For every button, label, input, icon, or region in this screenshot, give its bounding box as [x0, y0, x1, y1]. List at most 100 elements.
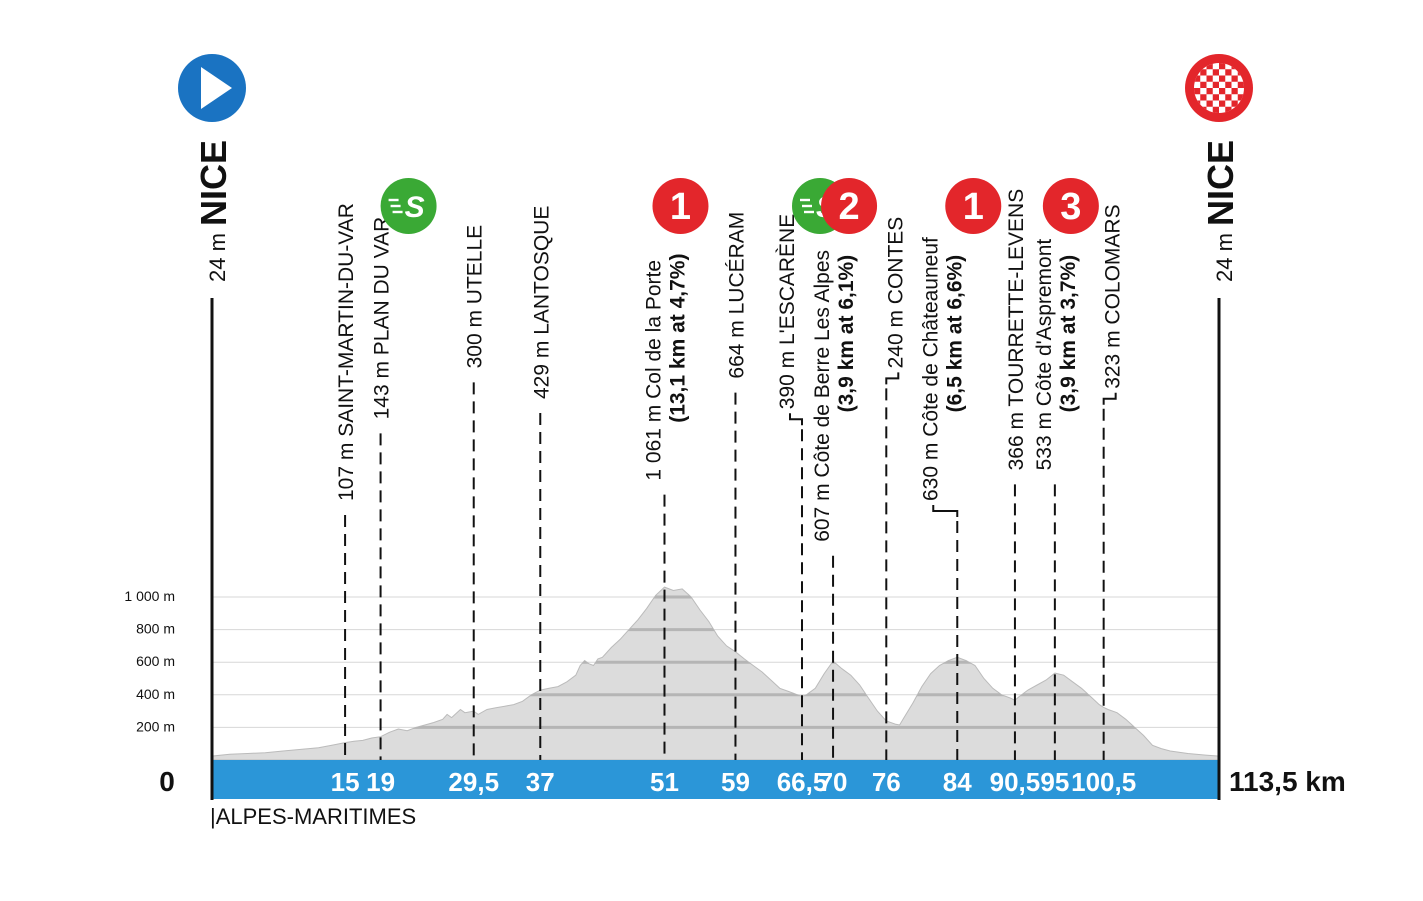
- climb-category-number: 3: [1060, 186, 1081, 228]
- km-label: 84: [943, 767, 972, 797]
- altitude-tick-label: 1 000 m: [124, 588, 175, 604]
- checker-square: [1231, 88, 1238, 95]
- elevation-profile-area: [211, 586, 1220, 761]
- checker-square: [1200, 94, 1207, 101]
- checker-square: [1219, 75, 1226, 82]
- km-label: 100,5: [1071, 767, 1136, 797]
- point-label: 107 m SAINT-MARTIN-DU-VAR: [335, 203, 358, 501]
- start-altitude: 24 m: [205, 233, 230, 282]
- km-label: 29,5: [448, 767, 499, 797]
- altitude-tick-label: 800 m: [136, 621, 175, 637]
- distance-baseline-band: [212, 760, 1218, 799]
- climb-detail: (13,1 km at 4,7%): [666, 254, 689, 423]
- point-name: 107 m SAINT-MARTIN-DU-VAR: [335, 203, 358, 501]
- altitude-tick-label: 400 m: [136, 686, 175, 702]
- point-name: 323 m COLOMARS: [1102, 204, 1125, 388]
- point-name: 429 m LANTOSQUE: [530, 206, 553, 399]
- checker-square: [1219, 63, 1226, 70]
- climb-detail: (6,5 km at 6,6%): [943, 255, 966, 413]
- point-label: 429 m LANTOSQUE: [530, 206, 553, 399]
- point-name: 366 m TOURRETTE-LEVENS: [1005, 189, 1028, 471]
- point-name: 664 m LUCÉRAM: [725, 212, 748, 379]
- sprint-icon-letter: S: [405, 191, 425, 224]
- checker-square: [1200, 81, 1207, 88]
- altitude-axis-labels: 200 m 400 m 600 m 800 m 1 000 m: [124, 588, 175, 734]
- checkered-flag-icon: [1194, 63, 1244, 113]
- route-point: 323 m COLOMARS: [1102, 204, 1125, 760]
- climb-detail: (3,9 km at 6,1%): [835, 255, 858, 413]
- point-name: 300 m UTELLE: [464, 225, 487, 369]
- km-label: 66,5: [777, 767, 828, 797]
- label-connector: [885, 372, 900, 385]
- checker-square: [1212, 81, 1219, 88]
- climb-category-number: 1: [963, 186, 984, 228]
- checker-square: [1212, 106, 1219, 113]
- climb-category-icon: [945, 178, 1002, 234]
- label-connector: [932, 505, 959, 517]
- route-point: 366 m TOURRETTE-LEVENS: [1005, 189, 1028, 760]
- km-label: 59: [721, 767, 750, 797]
- km-label: 51: [650, 767, 679, 797]
- route-point: 664 m LUCÉRAM: [725, 212, 748, 760]
- point-label: 607 m Côte de Berre Les Alpes: [811, 250, 834, 542]
- checker-square: [1206, 75, 1213, 82]
- distance-start-label: 0: [159, 766, 175, 797]
- altitude-tick-label: 600 m: [136, 653, 175, 669]
- km-label: 37: [526, 767, 555, 797]
- checker-square: [1212, 69, 1219, 76]
- point-name: 143 m PLAN DU VAR: [371, 217, 394, 420]
- km-label: 15: [331, 767, 360, 797]
- route-points: 107 m SAINT-MARTIN-DU-VAR 143 m PLAN DU V…: [335, 178, 1125, 760]
- point-label: 240 m CONTES: [884, 217, 907, 369]
- point-name: 630 m Côte de Châteauneuf: [919, 237, 942, 501]
- route-point: 533 m Côte d'Aspremont (3,9 km at 3,7%) 3: [1033, 178, 1099, 760]
- route-point: 240 m CONTES: [884, 217, 907, 760]
- checker-square: [1219, 100, 1226, 107]
- point-label: 1 061 m Col de la Porte: [642, 260, 665, 481]
- km-label: 19: [366, 767, 395, 797]
- route-point: 429 m LANTOSQUE: [530, 206, 553, 760]
- checker-square: [1206, 100, 1213, 107]
- checker-square: [1225, 106, 1232, 113]
- region-label: |ALPES-MARITIMES: [210, 804, 416, 829]
- checker-square: [1231, 75, 1238, 82]
- checker-square: [1200, 69, 1207, 76]
- label-connector: [1102, 392, 1117, 405]
- point-label: 323 m COLOMARS: [1102, 204, 1125, 388]
- point-label: 300 m UTELLE: [464, 225, 487, 369]
- point-label: 390 m L'ESCARÈNE: [776, 214, 799, 409]
- km-label: 90,5: [990, 767, 1041, 797]
- checker-square: [1219, 88, 1226, 95]
- point-name: 533 m Côte d'Aspremont: [1033, 239, 1056, 471]
- altitude-tick-label: 200 m: [136, 718, 175, 734]
- distance-labels: 15 19 29,5 37 51 59 66,570 76 84 90,5 95 100,5: [331, 767, 1137, 797]
- checker-square: [1237, 94, 1244, 101]
- climb-category-icon: [821, 178, 878, 234]
- sprint-icon: [380, 178, 437, 234]
- climb-detail: (3,9 km at 3,7%): [1057, 255, 1080, 413]
- checker-square: [1206, 88, 1213, 95]
- start-town-name: NICE: [193, 140, 234, 226]
- checker-square: [1225, 81, 1232, 88]
- point-name: 240 m CONTES: [884, 217, 907, 369]
- climb-category-icon: [652, 178, 709, 234]
- finish-altitude: 24 m: [1212, 233, 1237, 282]
- point-label: 143 m PLAN DU VAR: [371, 217, 394, 420]
- point-label: 366 m TOURRETTE-LEVENS: [1005, 189, 1028, 471]
- point-name: 390 m L'ESCARÈNE: [776, 214, 799, 409]
- route-point: 630 m Côte de Châteauneuf (6,5 km at 6,6%…: [919, 178, 1002, 760]
- route-point: 1 061 m Col de la Porte (13,1 km at 4,7%)…: [642, 178, 709, 760]
- climb-category-number: 1: [670, 186, 691, 228]
- km-label: 76: [872, 767, 901, 797]
- point-name: 1 061 m Col de la Porte: [642, 260, 665, 481]
- checker-square: [1194, 88, 1201, 95]
- checker-square: [1206, 63, 1213, 70]
- checker-square: [1225, 94, 1232, 101]
- route-point: 143 m PLAN DU VAR S: [371, 178, 437, 760]
- route-point: 300 m UTELLE: [464, 225, 487, 760]
- route-point: 607 m Côte de Berre Les Alpes (3,9 km at …: [811, 178, 878, 760]
- km-label: 95: [1040, 767, 1069, 797]
- point-label: 533 m Côte d'Aspremont: [1033, 239, 1056, 471]
- label-connector: [789, 413, 804, 426]
